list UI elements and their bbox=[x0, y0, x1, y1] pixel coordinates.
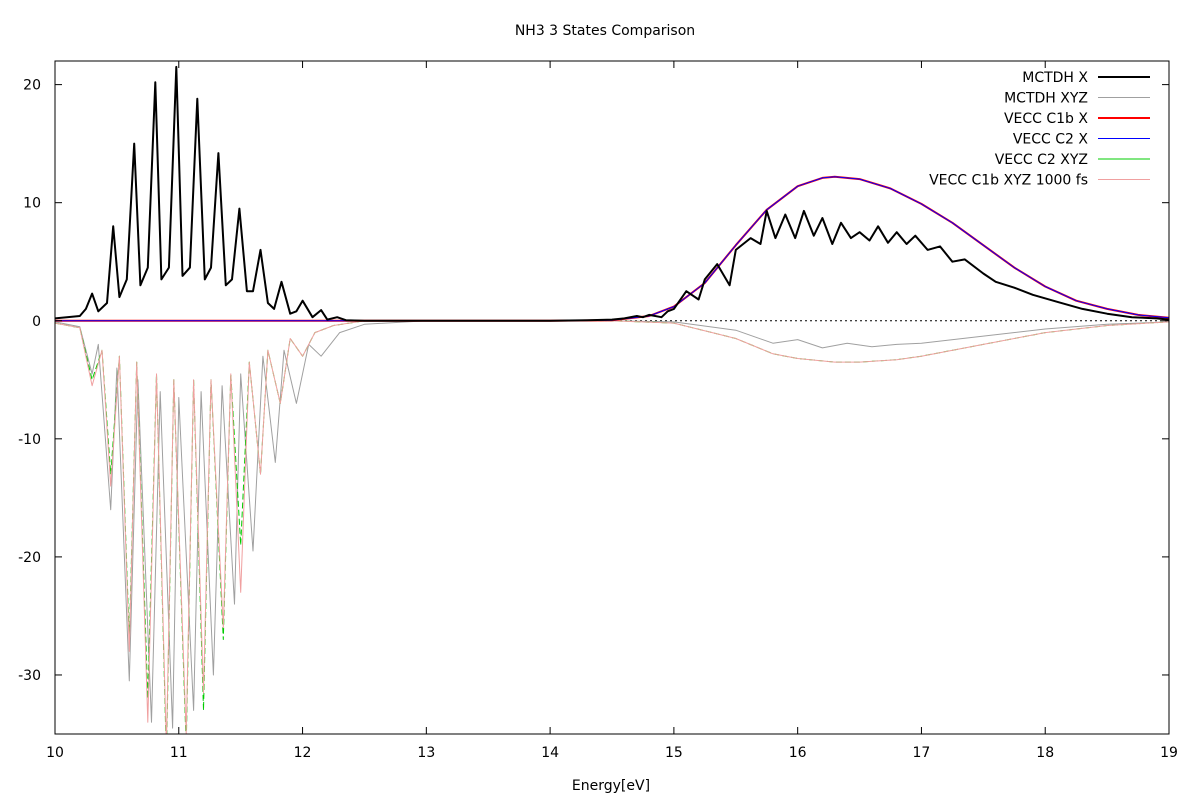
x-tick-label: 10 bbox=[46, 745, 64, 761]
series-layer bbox=[55, 65, 1169, 734]
x-tick-label: 18 bbox=[1036, 745, 1054, 761]
series-line-mctdh-xyz bbox=[55, 320, 1169, 729]
y-tick-label: -30 bbox=[18, 668, 41, 684]
x-tick-label: 17 bbox=[913, 745, 931, 761]
legend-label: MCTDH XYZ bbox=[1004, 91, 1088, 107]
y-tick-label: 10 bbox=[23, 196, 41, 212]
x-tick-label: 11 bbox=[170, 745, 188, 761]
y-tick-label: -10 bbox=[18, 432, 41, 448]
x-tick-label: 16 bbox=[789, 745, 807, 761]
legend-label: VECC C1b XYZ 1000 fs bbox=[929, 173, 1088, 189]
tick-layer: 10 11 12 13 14 15 16 17 18 19 20 10 0 -10 -20 -30 bbox=[18, 61, 1178, 761]
x-axis-label: Energy[eV] bbox=[572, 778, 650, 794]
y-tick-label: -20 bbox=[18, 550, 41, 566]
series-line-mctdh-x bbox=[55, 65, 1169, 322]
legend-label: VECC C2 XYZ bbox=[995, 152, 1088, 168]
x-tick-label: 14 bbox=[541, 745, 559, 761]
chart-title: NH3 3 States Comparison bbox=[515, 23, 695, 39]
series-line-vecc-c2-x bbox=[55, 176, 1169, 322]
x-tick-label: 12 bbox=[294, 745, 312, 761]
series-line-vecc-c1b-xyz-1000-fs bbox=[55, 320, 1169, 734]
x-tick-label: 15 bbox=[665, 745, 683, 761]
legend: MCTDH X MCTDH XYZ VECC C1b X VECC C2 X VECC … bbox=[929, 70, 1150, 189]
x-tick-label: 19 bbox=[1160, 745, 1178, 761]
legend-label: MCTDH X bbox=[1022, 70, 1088, 86]
series-line-vecc-c1b-x bbox=[55, 175, 1169, 322]
plot-frame bbox=[54, 60, 1170, 735]
legend-label: VECC C2 X bbox=[1013, 132, 1089, 148]
x-tick-label: 13 bbox=[417, 745, 435, 761]
y-tick-label: 0 bbox=[32, 314, 41, 330]
y-tick-label: 20 bbox=[23, 78, 41, 94]
legend-label: VECC C1b X bbox=[1004, 111, 1088, 127]
